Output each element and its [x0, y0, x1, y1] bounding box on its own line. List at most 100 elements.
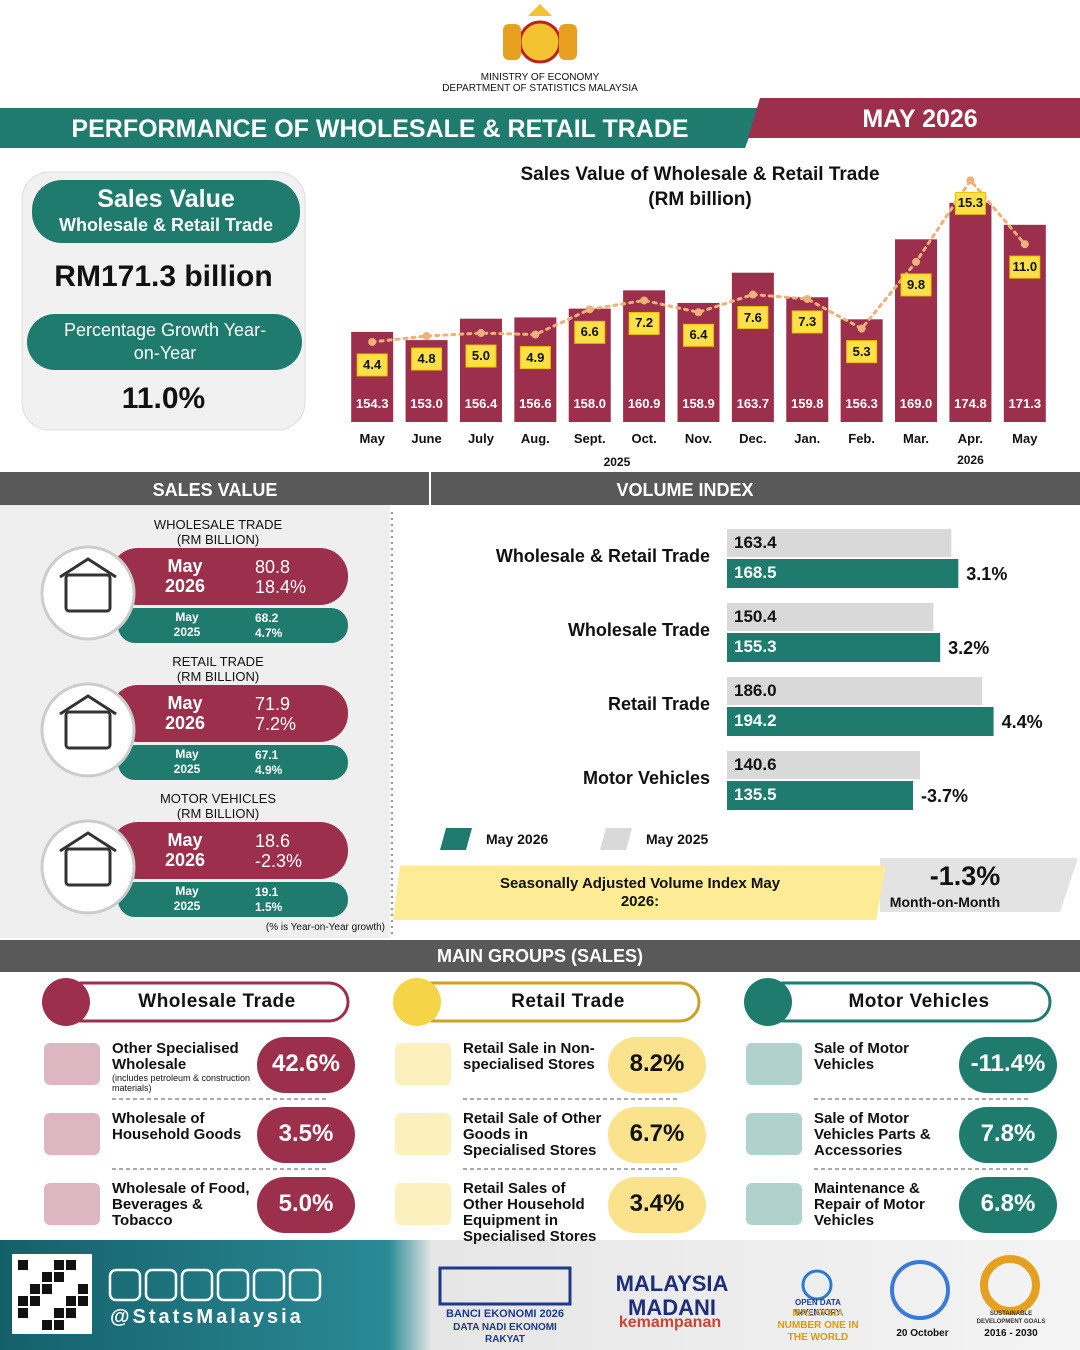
value-pill — [608, 1177, 706, 1233]
anniversary-logo — [890, 1260, 950, 1320]
legend-swatch — [600, 828, 632, 850]
current-pill — [110, 822, 348, 879]
growth-point — [1020, 240, 1029, 249]
growth-point — [966, 176, 975, 185]
y-tick-label: Retail Trade — [607, 694, 710, 714]
item-label: Retail Sale in Non-specialised Stores — [463, 1040, 595, 1073]
growth-label: -3.7% — [921, 786, 969, 806]
growth-point — [912, 257, 921, 266]
item-icon — [746, 1183, 802, 1225]
item-icon — [44, 1183, 100, 1225]
logo-text: BANCI EKONOMI 2026 — [446, 1308, 564, 1320]
previous-value: 68.2 — [255, 611, 279, 625]
bar-value-label: 156.4 — [464, 396, 498, 411]
chart-subtitle: (RM billion) — [648, 189, 752, 210]
growth-point — [368, 337, 377, 346]
bar — [727, 781, 914, 810]
growth-label-box — [519, 346, 551, 370]
growth-label-box — [954, 191, 986, 215]
summary-growth: 11.0% — [121, 382, 206, 415]
social-icon — [216, 1268, 250, 1302]
bar-value-label: 163.4 — [734, 533, 777, 552]
bar-value-label: 153.0 — [410, 396, 443, 411]
bar-value-label: 155.3 — [734, 637, 777, 656]
previous-pill — [118, 745, 348, 780]
bar — [949, 202, 992, 422]
growth-point — [694, 308, 703, 317]
growth-point — [476, 329, 485, 338]
bar-value-label: 135.5 — [734, 785, 777, 804]
previous-period: May 2025 — [173, 884, 201, 913]
summary-title: Sales Value — [97, 185, 235, 213]
period-banner — [748, 98, 1080, 138]
y-tick-label: Wholesale & Retail Trade — [495, 546, 710, 566]
card-unit: (RM BILLION) — [176, 532, 260, 547]
value-pill — [257, 1107, 355, 1163]
current-value: 80.8 — [255, 557, 291, 577]
growth-point — [857, 324, 866, 333]
emblem-crest — [528, 4, 552, 16]
item-label: Other Specialised Wholesale — [112, 1040, 239, 1073]
value-pill — [257, 1177, 355, 1233]
growth-label: 4.9 — [526, 349, 545, 365]
qr-cell — [78, 1284, 88, 1294]
logo-text: MALAYSIA MADANI — [615, 1272, 729, 1320]
bar — [1003, 224, 1046, 422]
current-growth: -2.3% — [255, 851, 303, 871]
card-title: MOTOR VEHICLES — [159, 791, 277, 806]
bar-value-label: 154.3 — [355, 396, 389, 411]
value-pill — [608, 1037, 706, 1093]
social-icon — [252, 1268, 286, 1302]
current-value: 71.9 — [255, 694, 291, 714]
legend-label: May 2026 — [486, 831, 549, 847]
previous-value: 67.1 — [255, 748, 279, 762]
chart-title: Sales Value of Wholesale & Retail Trade — [520, 164, 880, 185]
current-value: 18.6 — [255, 831, 291, 851]
growth-label-box — [411, 347, 443, 371]
card-icon — [64, 573, 112, 613]
item-icon — [44, 1043, 100, 1085]
item-label: Retail Sales of Other Household Equipmen… — [463, 1180, 597, 1245]
qr-cell — [42, 1272, 52, 1282]
bar — [727, 529, 952, 557]
x-tick-label: May — [1012, 431, 1038, 446]
card-icon-circle — [40, 545, 136, 641]
card-icon-roof — [59, 557, 117, 579]
emblem-right — [559, 24, 577, 60]
card-unit: (RM BILLION) — [176, 806, 260, 821]
value-pill — [959, 1107, 1057, 1163]
bar-value-label: 186.0 — [734, 681, 777, 700]
group-title: Wholesale Trade — [138, 991, 296, 1012]
growth-label-box — [356, 353, 388, 377]
growth-label: 4.4 — [363, 356, 382, 372]
legend-swatch — [440, 828, 472, 850]
bar — [727, 751, 921, 779]
y-tick-label: Motor Vehicles — [582, 768, 710, 788]
social-icon — [288, 1268, 322, 1302]
current-period: May 2026 — [164, 830, 206, 870]
logo-text: DATA NADI EKONOMI RAKYAT — [453, 1322, 557, 1345]
seasonal-note: Month-on-Month — [889, 894, 1001, 910]
bar-value-label: 158.9 — [682, 396, 715, 411]
logo-text: MALAYSIA NUMBER ONE IN THE WORLD — [777, 1308, 859, 1343]
bar-value-label: 156.6 — [519, 396, 552, 411]
item-label: Retail Sale of Other Goods in Specialise… — [463, 1110, 602, 1159]
qr-cell — [18, 1308, 28, 1318]
item-label: Wholesale of Food, Beverages & Tobacco — [112, 1180, 250, 1229]
bar — [895, 239, 938, 422]
item-icon — [395, 1113, 451, 1155]
growth-label: 9.8 — [906, 276, 926, 292]
previous-period: May 2025 — [173, 610, 201, 639]
current-pill — [110, 685, 348, 742]
growth-label-box — [683, 323, 714, 347]
summary-subtitle: Wholesale & Retail Trade — [58, 215, 274, 235]
qr-cell — [54, 1308, 64, 1318]
current-growth: 7.2% — [255, 714, 297, 734]
bar-value-label: 150.4 — [734, 607, 777, 626]
item-value: 42.6% — [271, 1050, 341, 1077]
x-tick-label: Sept. — [573, 431, 606, 446]
item-value: 6.8% — [980, 1190, 1036, 1217]
seasonal-grey — [880, 858, 1078, 912]
logo-text: 2016 - 2030 — [984, 1328, 1038, 1339]
qr-cell — [54, 1320, 64, 1330]
